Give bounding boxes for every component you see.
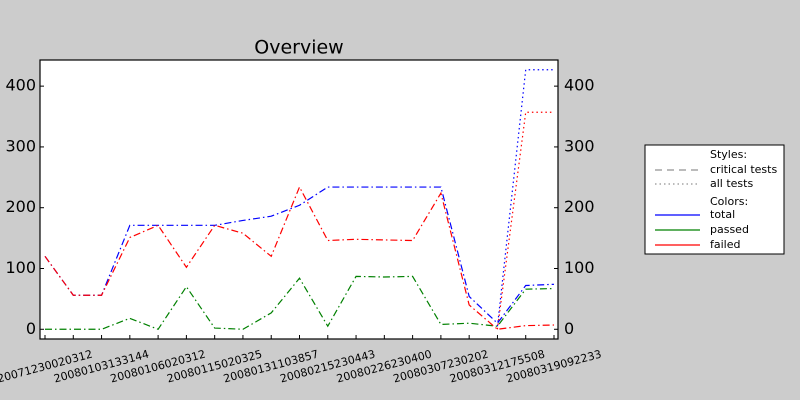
series-line (44, 185, 555, 330)
legend-label: critical tests (710, 163, 777, 176)
y2-tick-label: 100 (564, 258, 595, 277)
legend-title: Colors: (710, 195, 748, 208)
series-line (44, 186, 555, 325)
series-line (496, 111, 554, 330)
plot-frame (39, 59, 559, 340)
series-line (496, 69, 554, 327)
legend-title: Styles: (710, 148, 747, 161)
legend-label: total (710, 208, 735, 221)
y-tick-label: 300 (5, 136, 36, 155)
series-line (45, 275, 555, 331)
y-tick-label: 400 (5, 76, 36, 95)
y2-tick-label: 0 (564, 319, 574, 338)
legend-box (644, 144, 785, 255)
y2-tick-label: 200 (564, 197, 595, 216)
y-tick-label: 200 (5, 197, 36, 216)
y-tick-label: 100 (5, 258, 36, 277)
y-tick-label: 0 (26, 319, 36, 338)
chart-title: Overview (254, 37, 343, 59)
plot-area (40, 60, 558, 339)
legend-label: failed (710, 238, 740, 251)
y2-tick-label: 300 (564, 136, 595, 155)
legend-label: all tests (710, 177, 753, 190)
y2-tick-label: 400 (564, 76, 595, 95)
legend-label: passed (710, 223, 749, 236)
